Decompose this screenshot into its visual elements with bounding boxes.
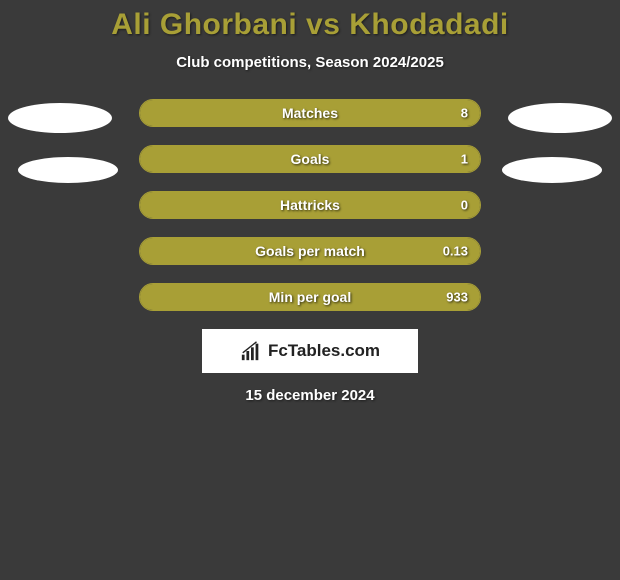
stat-value-gpm: 0.13 [443, 244, 468, 259]
stat-row-hattricks: Hattricks 0 [139, 191, 481, 219]
stat-rows: Matches 8 Goals 1 Hattricks 0 Goals per … [139, 99, 481, 311]
stat-value-goals: 1 [461, 152, 468, 167]
chart-icon [240, 340, 262, 362]
stat-label-matches: Matches [282, 105, 338, 121]
player-right-avatar-2 [502, 157, 602, 183]
stat-row-goals: Goals 1 [139, 145, 481, 173]
footer-date: 15 december 2024 [0, 387, 620, 404]
stat-row-mpg: Min per goal 933 [139, 283, 481, 311]
main-container: Ali Ghorbani vs Khodadadi Club competiti… [0, 0, 620, 404]
stat-label-goals: Goals [291, 151, 330, 167]
stats-area: Matches 8 Goals 1 Hattricks 0 Goals per … [0, 99, 620, 404]
player-left-avatar-2 [18, 157, 118, 183]
stat-value-mpg: 933 [446, 290, 468, 305]
stat-label-gpm: Goals per match [255, 243, 365, 259]
stat-label-hattricks: Hattricks [280, 197, 340, 213]
page-subtitle: Club competitions, Season 2024/2025 [0, 54, 620, 71]
player-left-avatar-1 [8, 103, 112, 133]
stat-row-matches: Matches 8 [139, 99, 481, 127]
brand-box[interactable]: FcTables.com [202, 329, 418, 373]
brand-label: FcTables.com [268, 341, 380, 361]
stat-value-hattricks: 0 [461, 198, 468, 213]
stat-value-matches: 8 [461, 106, 468, 121]
player-right-avatar-1 [508, 103, 612, 133]
stat-row-gpm: Goals per match 0.13 [139, 237, 481, 265]
stat-label-mpg: Min per goal [269, 289, 351, 305]
page-title: Ali Ghorbani vs Khodadadi [0, 8, 620, 42]
